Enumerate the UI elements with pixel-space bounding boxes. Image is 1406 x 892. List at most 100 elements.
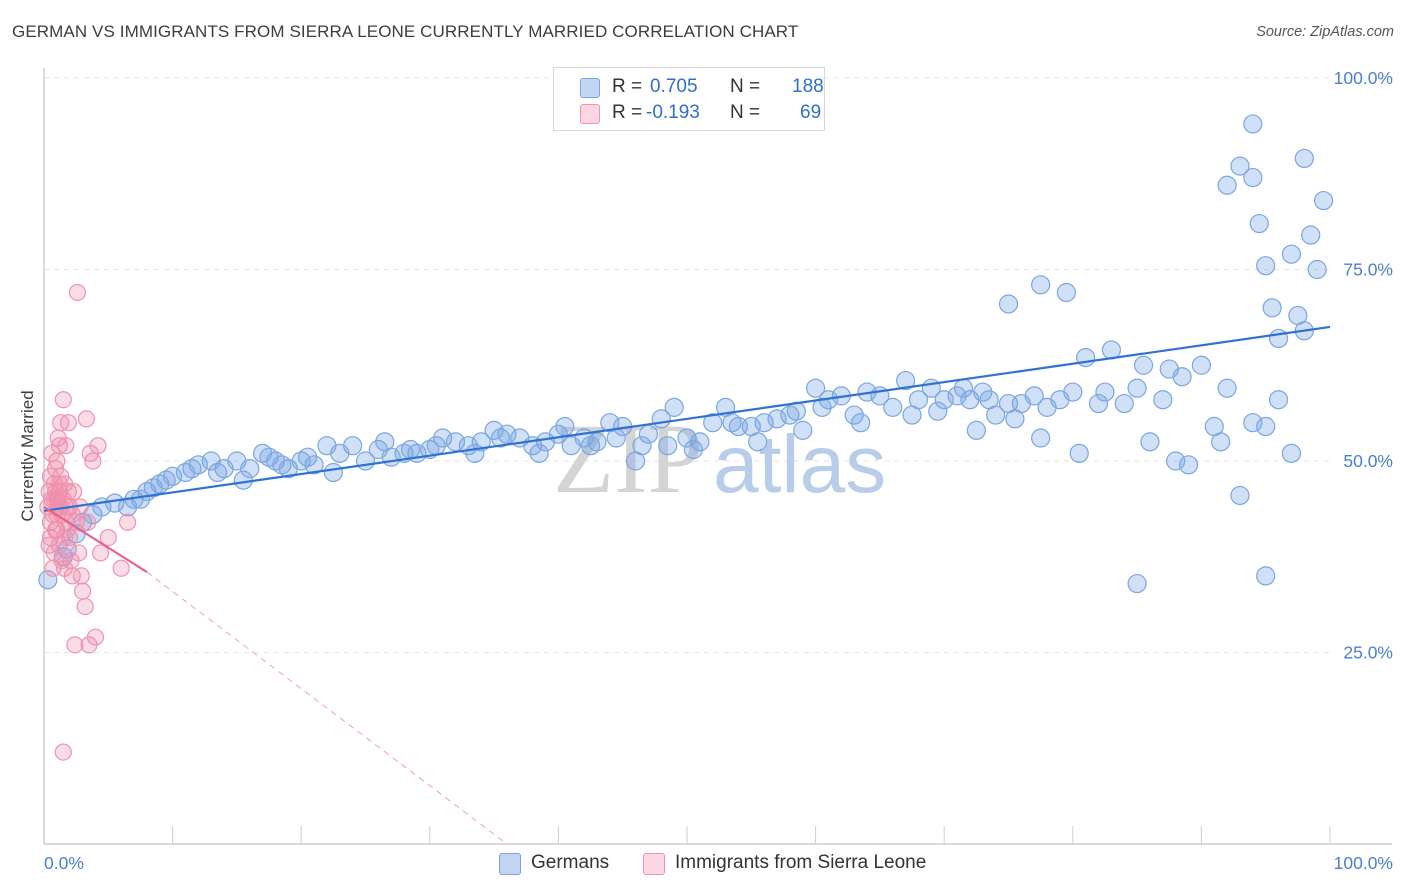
sierra-leone-point (84, 452, 102, 470)
germans-point (1243, 114, 1263, 134)
germans-point (484, 420, 504, 440)
sierra-leone-point (66, 636, 84, 654)
sierra-leone-point (72, 567, 90, 585)
sierra-leone-point (79, 513, 97, 531)
germans-point (1031, 428, 1051, 448)
germans-point (1217, 378, 1237, 398)
sierra-leone-point (112, 559, 130, 577)
germans-point (986, 405, 1006, 425)
germans-point (1243, 167, 1263, 188)
germans-point (1172, 367, 1192, 387)
sierra-leone-points (39, 283, 137, 761)
germans-point (497, 424, 517, 444)
sierra-leone-swatch (580, 104, 600, 124)
germans-point (632, 436, 652, 456)
germans-point (1256, 416, 1276, 437)
y-tick-label: 75.0% (1343, 260, 1393, 280)
germans-point (587, 432, 607, 452)
germans-point (1114, 393, 1134, 414)
germans-point (433, 428, 453, 448)
source-label: Source: ZipAtlas.com (1256, 24, 1394, 40)
x-tick-label: 100.0% (1334, 853, 1393, 873)
germans-point (1088, 393, 1109, 414)
germans-point (908, 390, 929, 410)
sierra-leone-n-value: 69 (800, 102, 822, 123)
sierra-leone-point (64, 483, 83, 501)
sierra-leone-point (57, 437, 75, 455)
sierra-leone-point (59, 414, 78, 432)
sierra-leone-point (73, 582, 92, 600)
germans-point (1069, 443, 1089, 463)
germans-point (1281, 244, 1302, 264)
germans-point (471, 432, 491, 452)
sierra-leone-point (77, 410, 96, 428)
germans-point (1191, 355, 1212, 375)
germans-point (298, 447, 318, 467)
sierra-leone-point (70, 544, 88, 562)
germans-point (1301, 225, 1321, 245)
tick-labels: 25.0% 50.0% 75.0% 100.0% 0.0% 100.0% (44, 68, 1393, 873)
germans-point (966, 420, 986, 440)
y-tick-label: 50.0% (1343, 451, 1393, 471)
germans-point (1243, 413, 1263, 433)
watermark: ZIP atlas (553, 403, 886, 514)
germans-point (1166, 451, 1186, 471)
germans-point (812, 397, 832, 417)
bottom-germans-swatch (499, 853, 521, 875)
germans-point (1256, 566, 1276, 586)
bottom-germans-label: Germans (531, 852, 610, 873)
correlation-legend: R = 0.705 N = 188 R = -0.193 N = 69 (553, 67, 825, 131)
germans-point (188, 455, 208, 475)
germans-point (1249, 213, 1269, 234)
germans-point (1127, 378, 1147, 398)
sierra-leone-point (54, 391, 72, 409)
sierra-leone-point (55, 559, 74, 577)
germans-n-value: 188 (792, 76, 824, 97)
germans-point (767, 409, 787, 429)
germans-point (1024, 386, 1044, 406)
sierra-leone-trendline-extension (146, 571, 508, 845)
sierra-leone-point (55, 528, 74, 547)
germans-point (844, 405, 864, 425)
germans-point (805, 378, 826, 398)
sierra-leone-trendline (43, 506, 148, 573)
germans-point (1294, 148, 1314, 169)
bottom-sierra-leone-label: Immigrants from Sierra Leone (675, 852, 927, 873)
germans-point (638, 424, 659, 444)
germans-point (1133, 355, 1154, 375)
sierra-leone-point (45, 490, 63, 508)
sierra-leone-point (54, 743, 72, 761)
germans-r-label: R = (612, 76, 643, 97)
sierra-leone-point (50, 475, 69, 493)
germans-point (529, 443, 549, 463)
germans-point (1127, 573, 1147, 594)
sierra-leone-point (43, 444, 61, 462)
germans-point (658, 436, 678, 456)
sierra-leone-point (99, 528, 117, 547)
germans-point (1178, 455, 1199, 475)
germans-point (1063, 382, 1083, 402)
germans-point (38, 570, 58, 590)
germans-point (664, 397, 684, 417)
germans-point (105, 493, 125, 513)
sierra-leone-point (76, 597, 94, 616)
watermark-atlas: atlas (713, 419, 886, 510)
x-tick-label: 0.0% (44, 853, 84, 873)
germans-point (163, 466, 183, 486)
germans-point (973, 382, 993, 402)
germans-point (883, 397, 903, 417)
y-tick-label: 25.0% (1343, 643, 1393, 663)
sierra-leone-point (89, 437, 107, 455)
germans-point (683, 439, 704, 460)
germans-point (690, 432, 710, 452)
germans-point (1095, 382, 1115, 402)
germans-point (1230, 485, 1250, 506)
chart-title: GERMAN VS IMMIGRANTS FROM SIERRA LEONE C… (12, 22, 799, 41)
sierra-leone-point (86, 628, 105, 646)
germans-points (38, 114, 1334, 594)
germans-point (677, 428, 697, 448)
germans-point (928, 401, 948, 421)
germans-point (1307, 259, 1327, 280)
germans-point (1056, 282, 1076, 303)
germans-point (1140, 432, 1160, 452)
